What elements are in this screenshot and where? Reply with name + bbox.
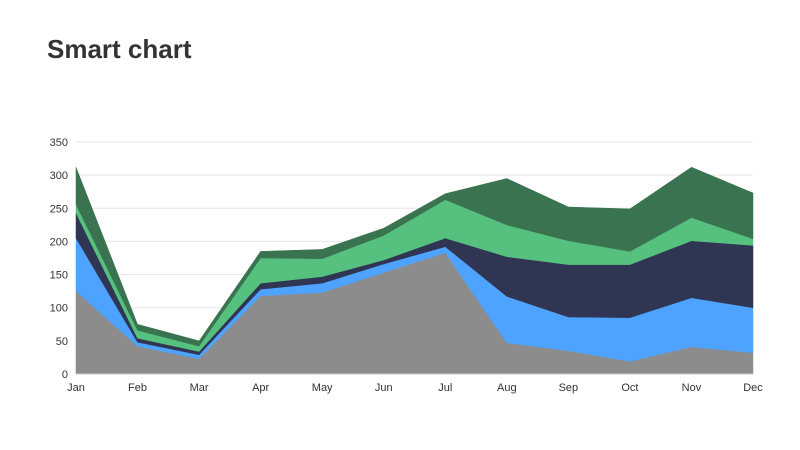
y-tick-label: 250 — [50, 203, 68, 215]
x-tick-label: Nov — [682, 382, 702, 394]
x-tick-label: Dec — [743, 382, 763, 394]
y-tick-label: 100 — [50, 303, 68, 315]
x-tick-label: Jul — [438, 382, 452, 394]
x-tick-label: Jan — [67, 382, 85, 394]
x-tick-label: Mar — [190, 382, 209, 394]
y-tick-label: 50 — [56, 336, 68, 348]
x-axis: Jan Feb Mar Apr May Jun Jul Aug Sep Oct Nov Dec — [67, 373, 763, 394]
y-tick-label: 0 — [62, 369, 68, 381]
y-axis: 0 50 100 150 200 250 300 350 — [50, 137, 68, 381]
x-tick-label: Sep — [559, 382, 579, 394]
x-tick-label: May — [312, 382, 333, 394]
x-tick-label: Jun — [375, 382, 393, 394]
x-tick-label: Apr — [252, 382, 269, 394]
x-tick-label: Aug — [497, 382, 517, 394]
x-tick-label: Feb — [128, 382, 147, 394]
series-areas — [75, 166, 754, 375]
chart-title: Smart chart — [47, 34, 192, 64]
series-area-5 — [75, 166, 754, 347]
x-tick-label: Oct — [621, 382, 638, 394]
y-tick-label: 200 — [50, 236, 68, 248]
y-tick-label: 300 — [50, 170, 68, 182]
y-tick-label: 150 — [50, 270, 68, 282]
y-tick-label: 350 — [50, 137, 68, 149]
